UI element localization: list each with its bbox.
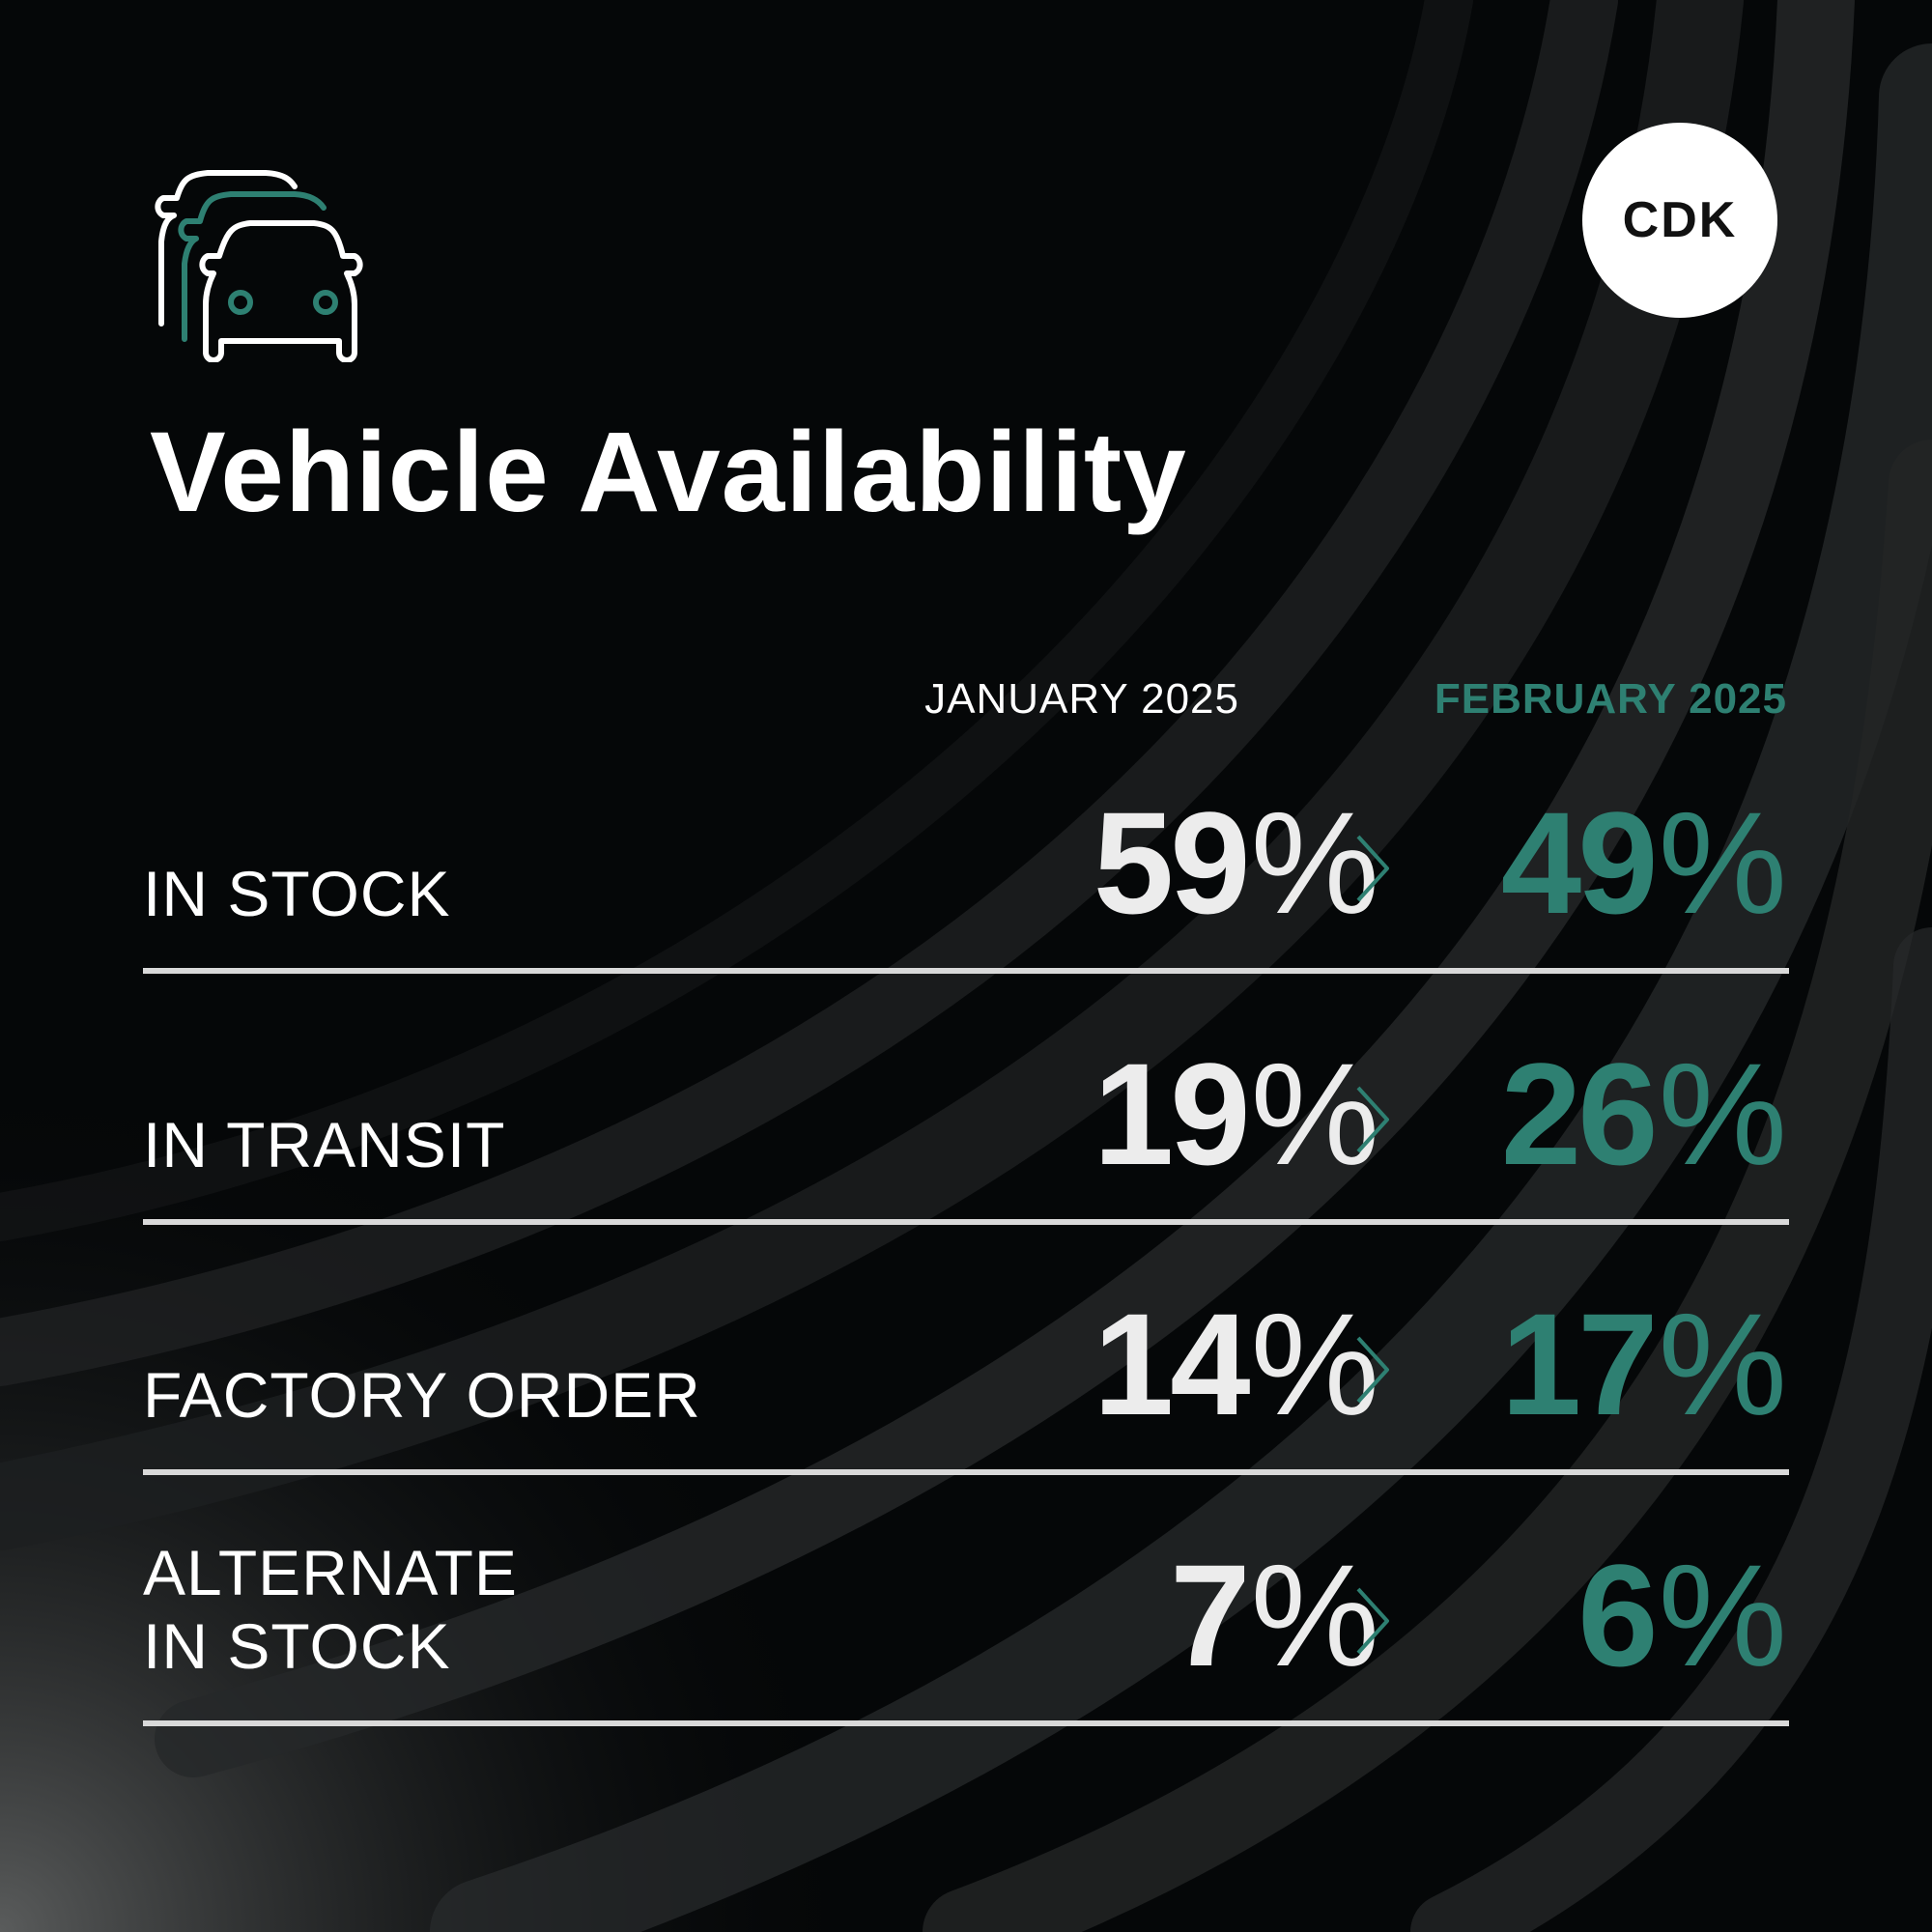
column-header-january: JANUARY 2025 [924,675,1239,723]
cdk-logo: CDK [1582,123,1777,318]
row-label: IN TRANSIT [143,1109,506,1181]
chevron-right-icon [1356,1336,1389,1404]
page-title: Vehicle Availability [150,409,1187,536]
value-number: 59 [1093,781,1251,944]
chevron-right-icon [1356,1086,1389,1153]
percent-sign: % [1250,1534,1379,1696]
row-factory-order: FACTORY ORDER 14% 17% [143,1224,1789,1475]
row-divider [143,1469,1789,1475]
row-label: ALTERNATE IN STOCK [143,1537,518,1683]
row-in-stock: IN STOCK 59% 49% [143,723,1789,974]
value-number: 17 [1500,1283,1659,1445]
column-header-february: FEBRUARY 2025 [1434,675,1787,723]
row-alternate-in-stock: ALTERNATE IN STOCK 7% 6% [143,1475,1789,1726]
chevron-right-icon [1356,1587,1389,1655]
percent-sign: % [1250,781,1379,944]
january-value: 19% [1094,1041,1379,1186]
row-divider [143,1219,1789,1225]
logo-text: CDK [1622,192,1738,248]
february-value: 17% [1501,1292,1787,1436]
chevron-right-icon [1356,835,1389,902]
value-number: 26 [1500,1033,1659,1195]
percent-sign: % [1658,1283,1787,1445]
february-value: 49% [1501,790,1787,935]
value-number: 7 [1170,1534,1250,1696]
january-value: 59% [1094,790,1379,935]
percent-sign: % [1658,1033,1787,1195]
percent-sign: % [1250,1033,1379,1195]
row-in-transit: IN TRANSIT 19% 26% [143,974,1789,1225]
row-divider [143,1720,1789,1726]
value-number: 6 [1577,1534,1658,1696]
percent-sign: % [1658,1534,1787,1696]
percent-sign: % [1658,781,1787,944]
cars-icon [155,170,363,362]
value-number: 14 [1093,1283,1251,1445]
row-label: IN STOCK [143,858,451,930]
row-label: FACTORY ORDER [143,1359,701,1432]
value-number: 19 [1093,1033,1251,1195]
percent-sign: % [1250,1283,1379,1445]
february-value: 6% [1577,1543,1787,1688]
january-value: 14% [1094,1292,1379,1436]
value-number: 49 [1500,781,1659,944]
february-value: 26% [1501,1041,1787,1186]
january-value: 7% [1170,1543,1379,1688]
row-divider [143,968,1789,974]
